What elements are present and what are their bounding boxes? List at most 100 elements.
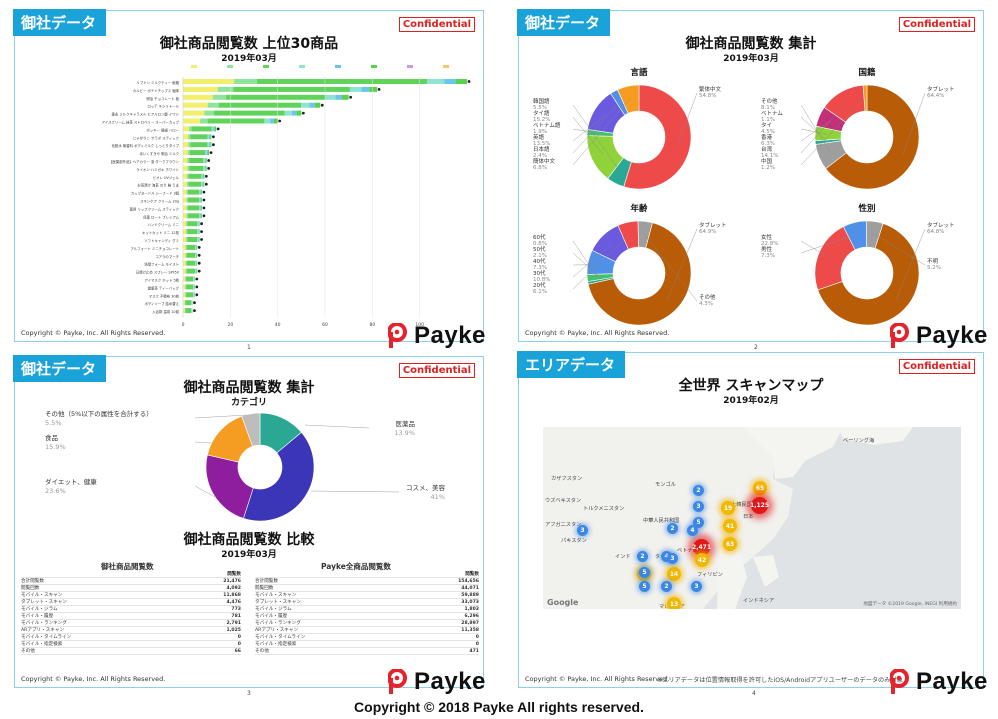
scan-bubble-yellow[interactable]: 65 — [753, 481, 767, 495]
table-row: タブレット・スキャン 33,073 — [255, 599, 479, 606]
map-place-label: インドネシア — [743, 598, 775, 604]
bar-segment — [191, 308, 192, 314]
bar-segment — [201, 181, 203, 187]
slice-name: タイ — [761, 121, 772, 129]
slice-percent: 1.2% — [761, 165, 775, 171]
bar-segment — [183, 189, 187, 195]
slice-percent: 15.9% — [45, 443, 66, 451]
table-row: モバイル・ジラム 1,803 — [255, 606, 479, 613]
scan-bubble-blue[interactable]: 2 — [667, 523, 678, 534]
scan-bubble-blue[interactable]: 3 — [693, 501, 704, 512]
bar-segment — [187, 197, 200, 203]
scan-bubble-blue[interactable]: 2 — [637, 551, 648, 562]
bar-segment — [284, 110, 292, 116]
copyright-note: Copyright © Payke, Inc. All Rights Reser… — [525, 675, 670, 683]
donut-slice — [817, 223, 920, 326]
slice-percent: 15.2% — [533, 117, 550, 123]
leader-line — [194, 441, 212, 444]
payke-views-table: 閲覧数 合計閲覧数 154,656 閲覧回数 44,071 モバイル・スキャン 59,889… — [255, 571, 479, 655]
bar-segment — [204, 165, 206, 171]
x-tick-label: 80 — [369, 322, 375, 328]
left-table-title: 御社商品閲覧数 — [101, 562, 154, 571]
bar-end-marker — [320, 103, 324, 107]
slice-name: 簡体中文 — [533, 157, 556, 165]
bar-segment — [270, 118, 274, 124]
leader-line — [572, 233, 631, 290]
scan-bubble-blue[interactable]: 5 — [639, 567, 650, 578]
bar-label: スキンケア クリーム 20g — [140, 199, 179, 204]
table-cell-value: 2,791 — [226, 620, 241, 626]
scan-bubble-yellow[interactable]: 14 — [667, 567, 681, 581]
scan-bubble-blue[interactable]: 3 — [577, 525, 588, 536]
payke-logo-text: Payke — [414, 668, 486, 695]
payke-logo: Payke — [388, 322, 486, 350]
bar-segment — [207, 102, 219, 108]
table-cell-label: モバイル・タイムライン — [21, 635, 72, 640]
scan-bubble-blue[interactable]: 3 — [691, 581, 702, 592]
table-cell-label: モバイル・指定検索 — [21, 642, 63, 647]
table-row: ARアプリ・スキャン 11,358 — [255, 627, 479, 634]
bar-label: 日焼け止め スプレー SPF50 — [136, 270, 179, 275]
scan-bubble-blue[interactable]: 5 — [639, 581, 650, 592]
table-row: 合計閲覧数 154,656 — [255, 578, 479, 585]
bar-segment — [200, 213, 202, 219]
scan-bubble-blue[interactable]: 4 — [687, 525, 698, 536]
bar-segment — [325, 94, 336, 100]
scan-bubble-yellow[interactable]: 63 — [723, 537, 737, 551]
bar-segment — [183, 173, 187, 179]
donut-title: 言語 — [630, 67, 648, 78]
bar-segment — [212, 94, 227, 100]
scan-bubble-yellow[interactable]: 19 — [721, 501, 735, 515]
x-tick-label: 100 — [415, 322, 424, 328]
scan-bubble-blue[interactable]: 4 — [661, 551, 672, 562]
map-place-label: 中華人民共和国 — [643, 518, 680, 524]
scan-bubble-yellow[interactable]: 42 — [695, 553, 709, 567]
compare-subtitle: 2019年03月 — [221, 550, 277, 560]
scan-map[interactable]: カザフスタン モンゴル ウズベキスタン トルクメニスタン アフガニスタン パキスタン インド… — [543, 427, 961, 609]
leader-line — [572, 128, 600, 134]
leader-line — [304, 424, 370, 429]
leader-line — [572, 104, 622, 173]
bar-segment — [188, 142, 191, 148]
bar-segment — [183, 284, 186, 290]
client-views-table: 閲覧数 合計閲覧数 21,476 閲覧回数 4,092 モバイル・スキャン 11,868 タブ… — [21, 571, 241, 655]
slice-name: ベトナム語 — [533, 121, 561, 129]
bar-label: マスク 不織布 30枚 — [149, 293, 180, 298]
scan-bubble-red[interactable]: 1,125 — [750, 497, 769, 514]
bar-segment — [200, 118, 208, 124]
table-row: 合計閲覧数 21,476 — [21, 578, 241, 585]
bar-segment — [200, 205, 202, 211]
bar-segment — [202, 173, 204, 179]
bar-segment — [198, 221, 200, 227]
scan-bubble-blue[interactable]: 3 — [667, 553, 678, 564]
slice-percent: 41% — [431, 493, 445, 501]
bar-label: カルビー ポテトチップス 塩味 — [133, 88, 180, 93]
scan-bubble-blue[interactable]: 2 — [661, 581, 672, 592]
bar-label: カップヌードル シーフード 3個 — [131, 191, 180, 196]
scan-bubble-yellow[interactable]: 13 — [667, 597, 681, 609]
scan-bubble-red[interactable]: 2,471 — [692, 539, 711, 556]
bar-segment — [196, 252, 197, 258]
bar-segment — [185, 229, 188, 235]
bar-segment — [198, 221, 199, 227]
table-cell-value: 21,476 — [223, 578, 241, 584]
section-tag: 御社データ — [13, 9, 107, 36]
scan-bubble-blue[interactable]: 2 — [693, 485, 704, 496]
table-row: モバイル・ランキング 28,897 — [255, 620, 479, 627]
slice-name: 英語 — [533, 133, 545, 141]
bar-segment — [196, 244, 197, 250]
bar-end-marker — [202, 206, 206, 210]
leader-line — [572, 116, 604, 155]
bar-segment — [199, 205, 201, 211]
bar-segment — [185, 276, 187, 282]
bar-segment — [186, 292, 194, 298]
scan-bubble-yellow[interactable]: 41 — [723, 519, 737, 533]
payke-logo: Payke — [890, 668, 988, 696]
bar-segment — [183, 229, 186, 235]
x-tick-label: 40 — [275, 322, 281, 328]
bar-segment — [189, 165, 204, 171]
leader-line — [643, 233, 698, 302]
bar-end-marker — [207, 159, 211, 162]
bar-segment — [187, 237, 198, 242]
scan-bubble-blue[interactable]: 5 — [693, 517, 704, 528]
